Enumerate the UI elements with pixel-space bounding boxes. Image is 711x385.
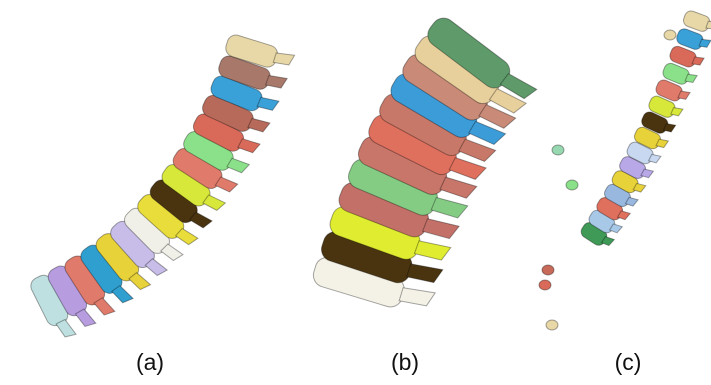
renderings bbox=[28, 9, 711, 343]
fragment bbox=[566, 180, 578, 190]
vertebra-process bbox=[257, 94, 279, 113]
figure: (a) (b) (c) bbox=[0, 0, 711, 385]
vertebra-process bbox=[414, 237, 450, 265]
fragment bbox=[542, 265, 554, 275]
page: (a) (b) (c) (() => { const data = JSON.p… bbox=[0, 0, 711, 385]
vertebra-process bbox=[266, 72, 288, 91]
fragment bbox=[664, 30, 676, 40]
fragment bbox=[552, 145, 564, 155]
vertebra-process bbox=[431, 193, 468, 222]
vertebra-process bbox=[423, 215, 460, 243]
vertebra-process bbox=[407, 260, 443, 287]
panel-label: (b) bbox=[391, 349, 419, 375]
panel-label: (a) bbox=[136, 349, 164, 375]
fragment bbox=[539, 280, 551, 290]
fragment bbox=[546, 320, 558, 330]
vertebra-process bbox=[273, 50, 294, 68]
panel-label: (c) bbox=[615, 349, 642, 375]
